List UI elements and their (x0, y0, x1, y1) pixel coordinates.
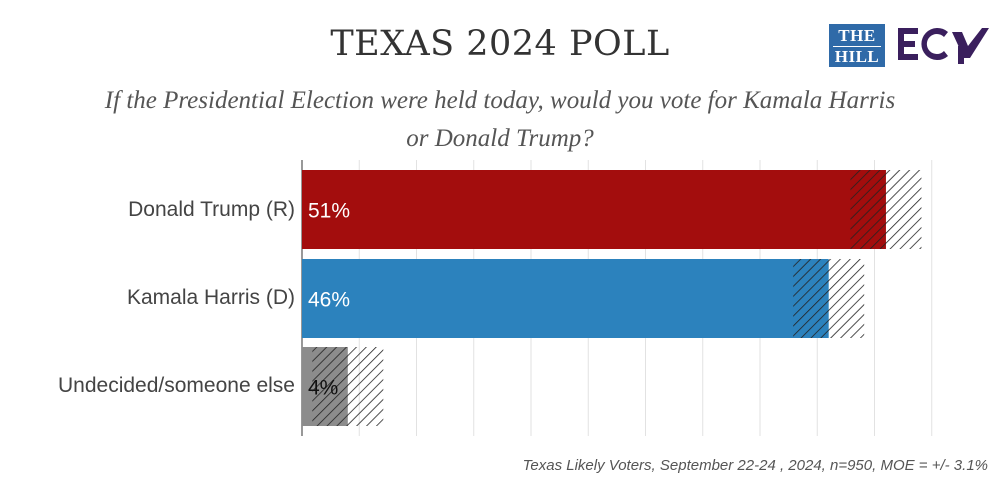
the-hill-logo-line2: HILL (833, 46, 881, 66)
category-label-undecided: Undecided/someone else (58, 374, 295, 397)
bar-harris (302, 259, 829, 338)
value-label-trump: 51% (308, 200, 350, 223)
chart-title: TEXAS 2024 POLL (330, 24, 670, 64)
value-label-undecided: 4% (308, 377, 338, 400)
chart-footnote: Texas Likely Voters, September 22-24 , 2… (522, 457, 988, 474)
value-label-harris: 46% (308, 289, 350, 312)
moe-band-trump (850, 170, 922, 249)
bars: 51% 46% 4% (302, 170, 922, 426)
the-hill-logo-line1: THE (838, 26, 876, 45)
chart-subtitle: If the Presidential Election were held t… (104, 87, 896, 152)
moe-band-harris (793, 259, 865, 338)
the-hill-logo: THE HILL (829, 24, 885, 67)
category-label-trump: Donald Trump (R) (128, 198, 295, 221)
bar-trump (302, 170, 886, 249)
ecp-logo (898, 28, 989, 64)
moe-band-undecided (312, 347, 384, 426)
category-label-harris: Kamala Harris (D) (126, 286, 295, 309)
